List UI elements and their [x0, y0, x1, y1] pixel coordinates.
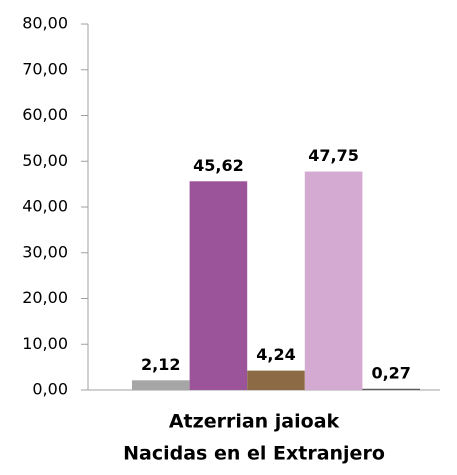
value-label: 45,62: [193, 156, 244, 175]
y-tick-label: 10,00: [22, 334, 68, 353]
y-tick-label: 20,00: [22, 288, 68, 307]
value-label: 0,27: [371, 363, 410, 382]
y-tick-label: 80,00: [22, 14, 68, 33]
bar: [304, 171, 363, 390]
bar: [189, 181, 248, 390]
y-tick-label: 30,00: [22, 242, 68, 261]
value-label: 4,24: [256, 345, 295, 364]
bar: [362, 388, 420, 390]
value-label: 47,75: [308, 146, 359, 165]
bar: [247, 370, 305, 390]
y-tick-label: 0,00: [32, 380, 68, 399]
bar: [132, 380, 190, 390]
y-tick-label: 70,00: [22, 59, 68, 78]
y-tick-label: 60,00: [22, 105, 68, 124]
y-tick-label: 50,00: [22, 151, 68, 170]
value-label: 2,12: [141, 355, 180, 374]
y-tick-label: 40,00: [22, 197, 68, 216]
x-tick-label: Nacidas en el Extranjero: [123, 443, 385, 465]
x-tick-label: Atzerrian jaioak: [169, 411, 340, 433]
